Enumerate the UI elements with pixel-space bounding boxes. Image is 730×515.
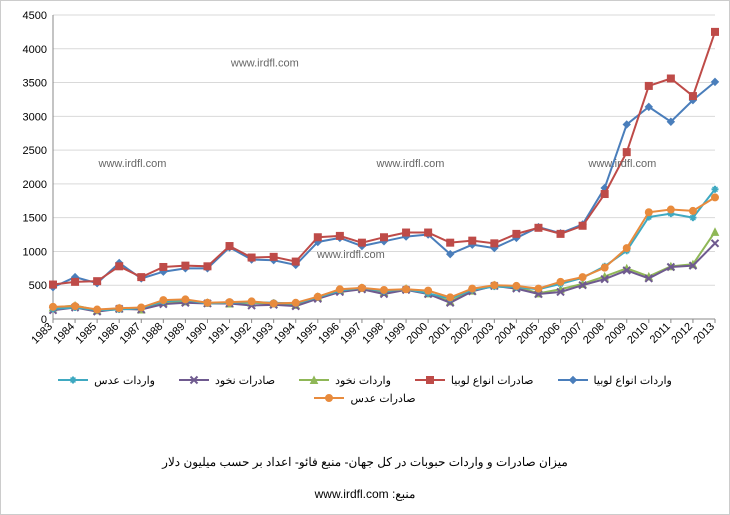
legend-swatch-icon: [58, 373, 88, 387]
chart-area: 0500100015002000250030003500400045001983…: [9, 9, 721, 409]
legend-item-chickpea_export: صادرات نخود: [179, 373, 275, 387]
legend-swatch-icon: [299, 373, 329, 387]
svg-text:3500: 3500: [23, 78, 47, 90]
legend-item-chickpea_import: واردات نخود: [299, 373, 391, 387]
legend-label: صادرات انواع لوبیا: [451, 374, 534, 387]
source-url: www.irdfl.com: [315, 487, 389, 501]
legend-item-lentil_import: واردات عدس: [58, 373, 155, 387]
legend-label: واردات عدس: [94, 374, 155, 387]
legend: واردات انواع لوبیا صادرات انواع لوبیا وارد…: [9, 373, 721, 405]
caption: میزان صادرات و واردات حبوبات در کل جهان-…: [1, 455, 729, 469]
svg-text:3000: 3000: [23, 111, 47, 123]
figure-container: 0500100015002000250030003500400045001983…: [0, 0, 730, 515]
svg-text:4000: 4000: [23, 44, 47, 56]
legend-label: واردات نخود: [335, 374, 391, 387]
svg-text:4500: 4500: [23, 10, 47, 22]
svg-text:www.irdfl.com: www.irdfl.com: [376, 158, 445, 170]
legend-item-lentil_export: صادرات عدس: [314, 391, 415, 405]
legend-swatch-icon: [314, 391, 344, 405]
svg-text:www.irdfl.com: www.irdfl.com: [230, 58, 299, 70]
svg-text:1500: 1500: [23, 213, 47, 225]
legend-label: واردات انواع لوبیا: [594, 374, 672, 387]
svg-text:2000: 2000: [23, 179, 47, 191]
legend-item-beans_import: واردات انواع لوبیا: [558, 373, 672, 387]
legend-swatch-icon: [179, 373, 209, 387]
source-line: منبع: www.irdfl.com: [1, 487, 729, 501]
source-prefix: منبع:: [389, 487, 416, 501]
legend-swatch-icon: [415, 373, 445, 387]
legend-label: صادرات نخود: [215, 374, 275, 387]
svg-text:500: 500: [29, 280, 47, 292]
legend-label: صادرات عدس: [350, 392, 415, 405]
svg-text:2500: 2500: [23, 145, 47, 157]
legend-swatch-icon: [558, 373, 588, 387]
svg-text:1000: 1000: [23, 246, 47, 258]
svg-text:www.irdfl.com: www.irdfl.com: [587, 158, 656, 170]
svg-text:www.irdfl.com: www.irdfl.com: [316, 249, 385, 261]
chart-svg: 0500100015002000250030003500400045001983…: [9, 9, 723, 409]
legend-item-beans_export: صادرات انواع لوبیا: [415, 373, 534, 387]
svg-text:www.irdfl.com: www.irdfl.com: [98, 158, 167, 170]
